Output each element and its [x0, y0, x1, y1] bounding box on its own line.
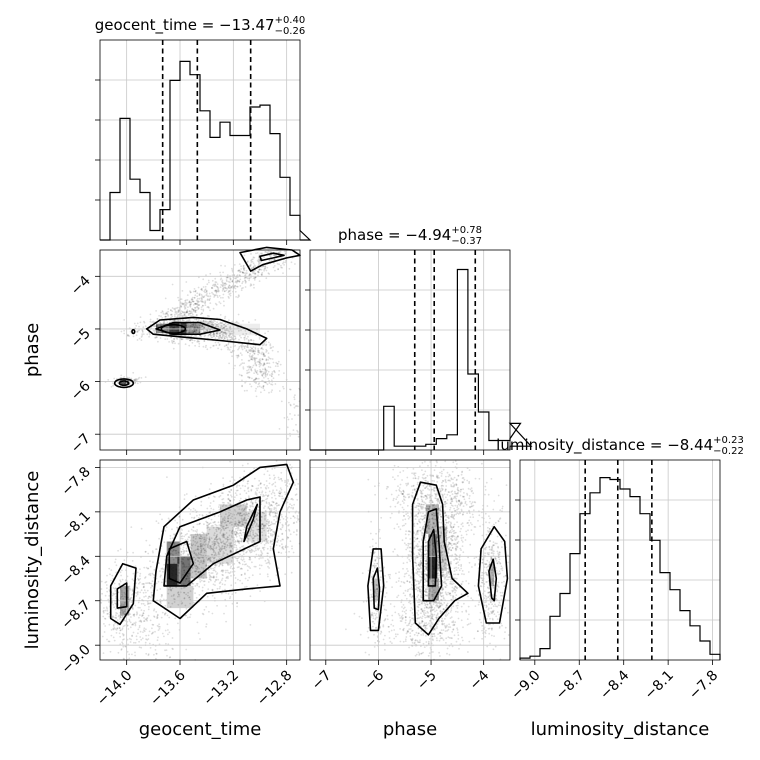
x-tick-label-geocent_time: −13.2 — [201, 668, 243, 710]
y-tick-label-phase: −6 — [68, 378, 94, 404]
y-tick-label-luminosity_distance: −8.7 — [58, 597, 93, 632]
y-axis-label-phase: phase — [22, 323, 43, 377]
contour-line — [116, 582, 128, 609]
y-tick-label-luminosity_distance: −9.0 — [58, 642, 93, 677]
title-main: phase = −4.94 — [338, 226, 451, 244]
grid-layer — [100, 40, 720, 660]
panel-title-geocent_time: geocent_time = −13.47+0.40 — [95, 15, 305, 35]
y-tick-label-luminosity_distance: −7.8 — [58, 464, 93, 499]
x-tick-label-phase: −7 — [309, 668, 335, 694]
panel-frame-geocent_time-phase — [99, 249, 301, 451]
contour-layer — [109, 246, 509, 636]
y-axis-label-luminosity_distance: luminosity_distance — [22, 471, 43, 650]
y-tick-label-phase: −4 — [68, 273, 94, 299]
contour-line — [145, 316, 268, 346]
y-tick-label-luminosity_distance: −8.1 — [58, 508, 93, 543]
panel-frame-luminosity_distance-luminosity_distance — [519, 459, 721, 661]
title-upper: +0.40 — [275, 15, 306, 26]
x-tick-label-luminosity_distance: −8.1 — [642, 668, 677, 703]
contour-line — [367, 548, 385, 632]
histogram-luminosity_distance — [519, 477, 721, 660]
panel-frame-geocent_time-luminosity_distance — [99, 459, 301, 661]
contour-line — [239, 246, 301, 272]
scatter-layer — [100, 249, 510, 661]
x-tick-label-geocent_time: −14.0 — [94, 668, 136, 710]
x-tick-label-phase: −6 — [361, 667, 387, 693]
panel-frame-geocent_time-geocent_time — [99, 39, 301, 241]
y-tick-label-phase: −7 — [68, 431, 94, 457]
x-tick-label-luminosity_distance: −8.4 — [597, 667, 632, 702]
panel-title-phase: phase = −4.94+0.78 — [338, 225, 482, 244]
title-main: luminosity_distance = −8.44 — [496, 436, 713, 455]
x-tick-label-geocent_time: −13.6 — [147, 667, 189, 709]
contour-line — [109, 562, 137, 626]
contour-line — [160, 323, 187, 334]
contour-line — [427, 528, 438, 587]
x-tick-label-luminosity_distance: −8.7 — [553, 668, 588, 703]
contour-line — [259, 252, 285, 262]
title-upper: +0.23 — [713, 435, 744, 446]
y-tick-label-luminosity_distance: −8.4 — [58, 553, 93, 588]
contour-line — [152, 463, 295, 620]
x-tick-label-luminosity_distance: −7.8 — [686, 668, 721, 703]
x-axis-label-geocent_time: geocent_time — [139, 719, 262, 740]
x-axis-label-phase: phase — [383, 719, 437, 740]
panel-title-luminosity_distance: luminosity_distance = −8.44+0.23 — [496, 435, 744, 455]
contour-line — [372, 567, 381, 611]
title-main: geocent_time = −13.47 — [95, 16, 275, 35]
contour-line — [168, 540, 195, 584]
histogram-phase — [310, 268, 533, 451]
x-tick-label-phase: −5 — [414, 668, 440, 694]
x-axis-label-luminosity_distance: luminosity_distance — [531, 719, 710, 740]
contour-line — [163, 496, 261, 587]
contour-line — [131, 328, 136, 335]
contour-line — [477, 525, 509, 624]
density-layer — [120, 321, 495, 616]
x-tick-label-luminosity_distance: −9.0 — [508, 668, 543, 703]
title-lower: −0.26 — [275, 26, 306, 37]
title-lower: −0.22 — [713, 446, 744, 457]
contour-line — [113, 378, 135, 389]
y-tick-label-phase: −5 — [68, 325, 94, 351]
contour-line — [488, 558, 498, 602]
contour-line — [422, 508, 443, 602]
contour-line — [155, 321, 221, 335]
title-lower: −0.37 — [451, 236, 482, 247]
panel-frame-phase-luminosity_distance — [309, 459, 511, 661]
histogram-geocent_time — [100, 60, 312, 241]
title-upper: +0.78 — [451, 225, 482, 236]
axes-layer — [95, 39, 721, 665]
contour-line — [118, 380, 130, 387]
contour-line — [243, 503, 259, 543]
contour-line — [411, 481, 469, 636]
x-tick-label-geocent_time: −12.8 — [254, 668, 296, 710]
panel-frame-phase-phase — [309, 249, 511, 451]
x-tick-label-phase: −4 — [467, 667, 493, 693]
